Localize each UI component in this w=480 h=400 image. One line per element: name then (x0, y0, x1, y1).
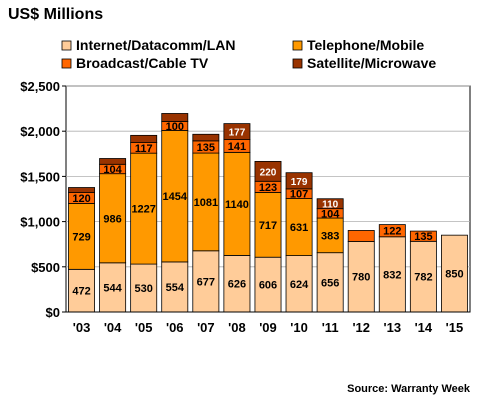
x-tick-label: '08 (228, 320, 246, 335)
data-label: 624 (290, 279, 309, 291)
data-label: 832 (383, 269, 401, 281)
bar-segment (378, 224, 406, 238)
data-label: 472 (72, 286, 90, 298)
y-tick-label: $2,000 (20, 124, 60, 139)
y-tick-label: $500 (31, 260, 60, 275)
data-label: 117 (135, 143, 153, 155)
bar-segment (254, 160, 282, 182)
x-tick-label: '07 (197, 320, 215, 335)
bar-segment (223, 123, 251, 141)
legend-label: Internet/Datacomm/LAN (76, 37, 235, 53)
data-label: 656 (321, 277, 339, 289)
bar-segment (347, 230, 375, 242)
bar-segment (68, 187, 95, 193)
bar-segment (347, 241, 375, 313)
bar-segment (161, 113, 189, 122)
data-label: 850 (445, 269, 463, 281)
bar-segment (316, 217, 344, 254)
x-tick-label: '12 (352, 320, 370, 335)
data-label: 107 (290, 189, 308, 201)
data-label: 729 (72, 231, 90, 243)
data-label: 122 (383, 226, 401, 238)
y-tick-label: $0 (46, 305, 60, 320)
x-tick-label: '11 (322, 320, 339, 335)
data-label: 606 (259, 280, 277, 292)
source-note: Source: Warranty Week (347, 383, 471, 395)
data-label: 530 (135, 283, 153, 295)
x-tick-label: '06 (166, 320, 184, 335)
x-tick-label: '14 (415, 320, 433, 335)
bar-segment (192, 133, 220, 142)
bar-segment (223, 151, 251, 256)
data-label: 780 (352, 272, 370, 284)
data-label: 631 (290, 222, 308, 234)
x-tick-label: '03 (73, 320, 91, 335)
data-label: 1140 (225, 199, 249, 211)
bar-segment (254, 192, 282, 258)
data-label: 135 (197, 142, 215, 154)
bar-segment (192, 250, 220, 313)
legend-label: Satellite/Microwave (307, 55, 436, 71)
bar-segment (409, 240, 437, 313)
legend-label: Broadcast/Cable TV (76, 55, 209, 71)
data-label: 123 (259, 182, 277, 194)
legend-swatch (292, 58, 303, 69)
data-label: 120 (72, 193, 90, 205)
bar-segment (161, 130, 189, 263)
y-tick-label: $1,000 (20, 215, 60, 230)
bar-segment (68, 203, 95, 270)
data-label: 220 (260, 167, 277, 178)
data-label: 1227 (131, 204, 155, 216)
data-label: 554 (166, 282, 185, 294)
data-label: 782 (414, 272, 432, 284)
data-label: 383 (321, 230, 339, 242)
legend-swatch (292, 40, 303, 51)
y-tick-label: $2,500 (20, 79, 60, 94)
bar-segment (68, 268, 95, 313)
bar-segment (99, 262, 127, 313)
legend-swatch (61, 40, 72, 51)
bar-segment (99, 158, 127, 165)
bar-segment (254, 256, 282, 313)
data-label: 986 (103, 213, 121, 225)
bar-segment (409, 230, 437, 242)
x-tick-label: '09 (259, 320, 277, 335)
data-label: 110 (322, 200, 339, 211)
x-tick-label: '13 (384, 320, 402, 335)
data-label: 100 (166, 121, 184, 133)
data-label: 717 (259, 220, 277, 232)
bar-segment (99, 173, 127, 264)
data-label: 141 (228, 141, 246, 153)
x-tick-label: '10 (290, 320, 308, 335)
x-tick-label: '04 (104, 320, 122, 335)
legend-swatch (61, 58, 72, 69)
bar-segment (130, 263, 158, 313)
chart-title: US$ Millions (8, 6, 103, 23)
data-label: 104 (321, 208, 340, 220)
legend-label: Telephone/Mobile (307, 37, 424, 53)
bar-segment (285, 172, 313, 190)
data-label: 677 (197, 276, 215, 288)
bar-segment (316, 198, 344, 210)
data-label: 179 (291, 177, 308, 188)
data-label: 1454 (163, 191, 188, 203)
data-label: 104 (103, 164, 122, 176)
y-tick-label: $1,500 (20, 169, 60, 184)
data-label: 135 (414, 231, 432, 243)
bar-segment (130, 152, 158, 265)
data-label: 544 (103, 282, 122, 294)
data-label: 626 (228, 279, 246, 291)
x-tick-label: '15 (446, 320, 464, 335)
x-tick-label: '05 (135, 320, 153, 335)
bar-segment (130, 134, 158, 143)
data-label: 177 (229, 128, 246, 139)
data-label: 1081 (194, 197, 218, 209)
